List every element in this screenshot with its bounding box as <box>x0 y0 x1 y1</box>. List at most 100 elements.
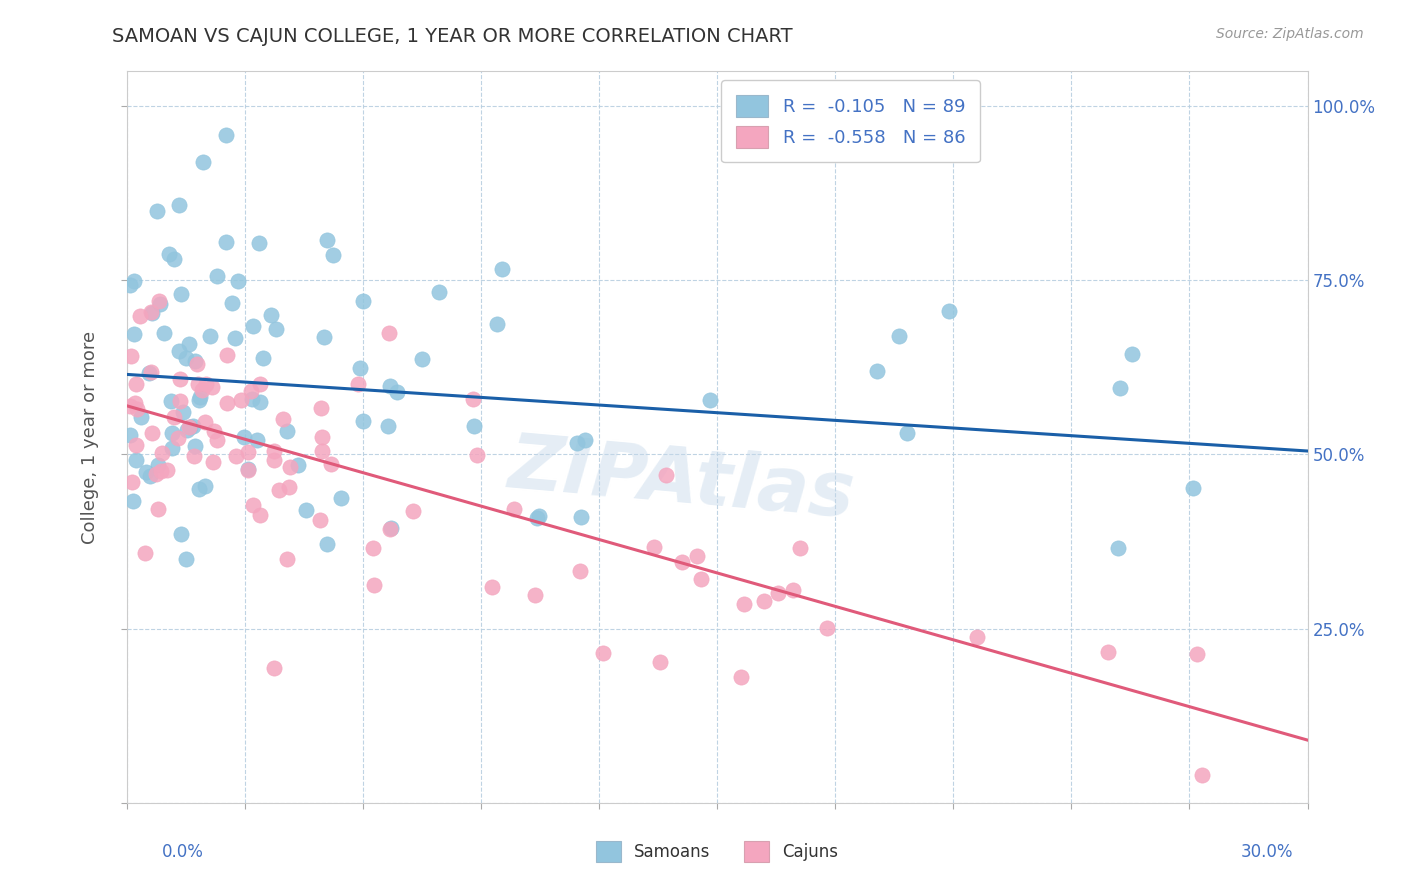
Point <box>229 392 252 407</box>
Point <box>249 376 271 391</box>
Point <box>315 537 337 551</box>
Point <box>1121 346 1143 360</box>
Point <box>148 294 170 309</box>
Point <box>463 419 485 434</box>
Point <box>568 564 591 578</box>
Point <box>184 439 207 453</box>
Point <box>294 502 316 516</box>
Point <box>160 425 183 440</box>
Text: 0.0%: 0.0% <box>162 843 204 861</box>
Point <box>246 433 269 447</box>
Point <box>125 452 148 467</box>
Point <box>139 469 162 483</box>
Point <box>205 433 228 447</box>
Point <box>167 198 190 212</box>
Point <box>686 549 709 563</box>
Point <box>174 552 197 566</box>
Point <box>170 527 193 541</box>
Point <box>349 360 371 375</box>
Point <box>789 541 811 555</box>
Point <box>139 366 162 380</box>
Point <box>135 465 157 479</box>
Point <box>1185 647 1208 661</box>
Point <box>157 247 180 261</box>
Point <box>152 326 174 341</box>
Point <box>162 441 184 455</box>
Point <box>200 328 222 343</box>
Point <box>221 296 243 310</box>
Point <box>194 415 217 429</box>
Point <box>122 493 145 508</box>
Point <box>141 426 163 441</box>
Point <box>315 233 337 247</box>
Point <box>966 630 988 644</box>
Point <box>238 462 260 476</box>
Point <box>217 396 239 410</box>
Point <box>271 412 294 426</box>
Point <box>938 304 960 318</box>
Point <box>224 331 246 345</box>
Point <box>263 452 285 467</box>
Point <box>120 350 142 364</box>
Point <box>1181 481 1204 495</box>
Point <box>191 383 214 397</box>
Point <box>139 304 162 318</box>
Point <box>239 384 262 398</box>
Point <box>129 410 152 425</box>
Point <box>1191 768 1213 782</box>
Point <box>236 463 259 477</box>
Point <box>361 541 384 556</box>
Point <box>124 376 146 391</box>
Point <box>887 329 910 343</box>
Point <box>402 504 425 518</box>
Point <box>650 655 672 669</box>
Point <box>378 379 401 393</box>
Point <box>380 521 402 535</box>
Point <box>232 430 254 444</box>
Point <box>481 580 503 594</box>
Text: Source: ZipAtlas.com: Source: ZipAtlas.com <box>1216 27 1364 41</box>
Point <box>179 419 201 434</box>
Point <box>309 401 332 416</box>
Point <box>411 352 433 367</box>
Point <box>176 423 198 437</box>
Point <box>183 450 205 464</box>
Point <box>240 392 263 406</box>
Text: ZIPAtlas: ZIPAtlas <box>505 429 858 533</box>
Point <box>124 274 146 288</box>
Point <box>263 661 285 675</box>
Point <box>465 448 488 462</box>
Point <box>120 428 142 442</box>
Point <box>865 364 887 378</box>
Point <box>124 396 146 410</box>
Point <box>205 268 228 283</box>
Point <box>184 353 207 368</box>
Point <box>491 261 513 276</box>
Point <box>276 424 298 438</box>
Point <box>346 377 368 392</box>
Point <box>730 669 752 683</box>
Point <box>263 444 285 458</box>
Point <box>191 155 214 169</box>
Point <box>377 326 399 340</box>
Point <box>160 394 183 409</box>
Point <box>643 540 665 554</box>
Point <box>264 322 287 336</box>
Point <box>120 277 142 292</box>
Point <box>259 308 281 322</box>
Point <box>146 203 169 218</box>
Point <box>267 483 290 497</box>
Point <box>236 445 259 459</box>
Point <box>169 343 191 358</box>
Point <box>225 449 247 463</box>
Point <box>148 501 170 516</box>
Point <box>194 479 217 493</box>
Point <box>319 457 342 471</box>
Point <box>699 393 721 408</box>
Point <box>278 459 301 474</box>
Point <box>202 425 225 439</box>
Point <box>1108 381 1130 395</box>
Point <box>169 372 191 386</box>
Point <box>782 582 804 597</box>
Point <box>1097 645 1119 659</box>
